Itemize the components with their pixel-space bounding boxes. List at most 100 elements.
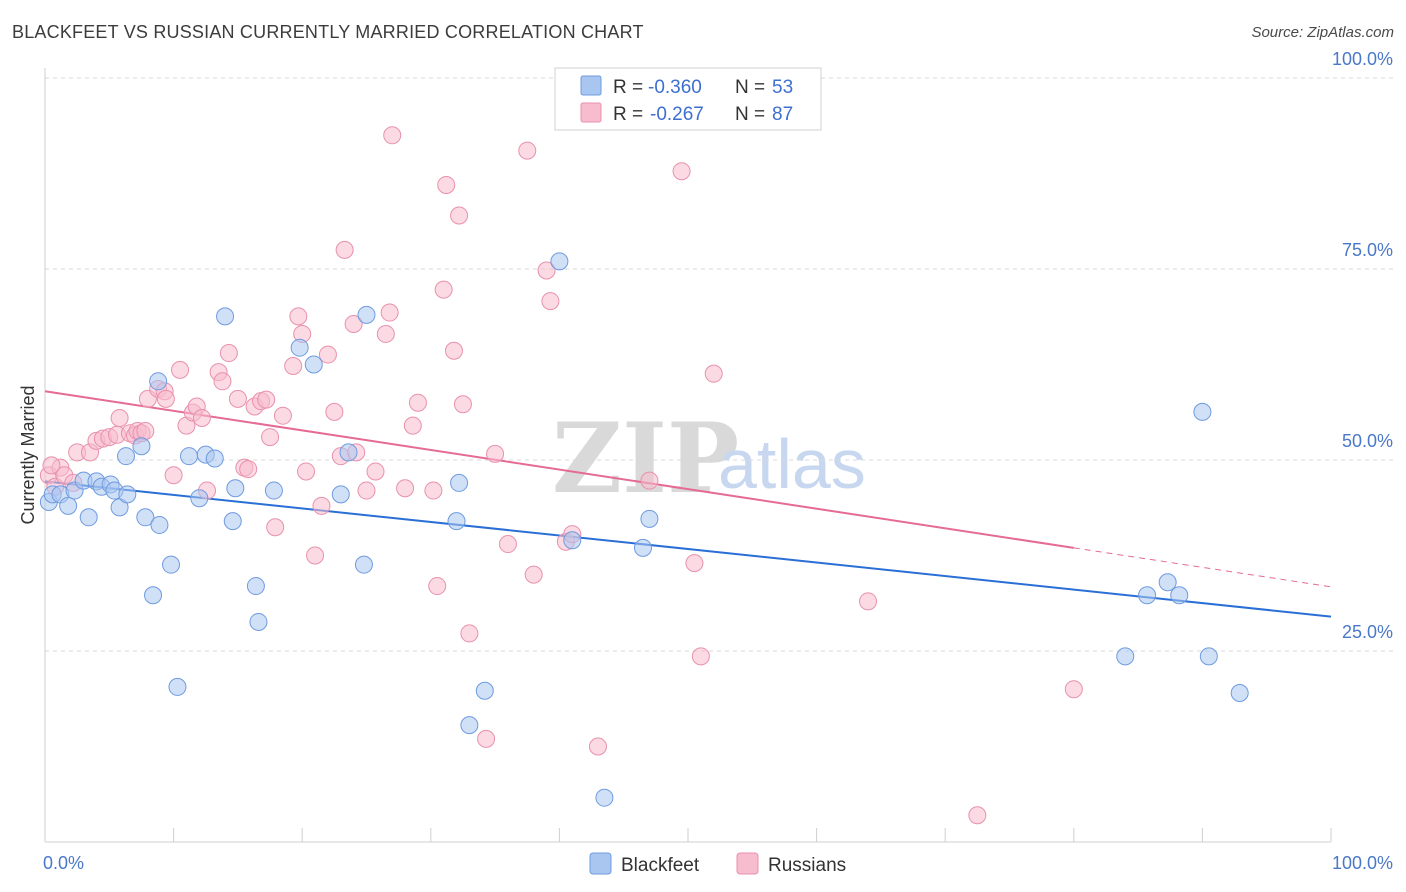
russians-point xyxy=(284,357,303,376)
legend-n-label-blackfeet: N = xyxy=(735,77,765,98)
russians-point xyxy=(450,206,469,225)
blackfeet-point xyxy=(450,473,469,492)
blackfeet-point xyxy=(190,489,209,508)
blackfeet-point xyxy=(264,481,283,500)
russians-point xyxy=(524,565,543,584)
russians-point xyxy=(691,647,710,666)
russians-point xyxy=(110,408,129,427)
blackfeet-point xyxy=(136,508,155,527)
blackfeet-point xyxy=(354,555,373,574)
blackfeet-point xyxy=(118,485,137,504)
russians-point xyxy=(344,315,363,334)
blackfeet-point xyxy=(290,338,309,357)
trendlines xyxy=(44,390,1332,618)
russians-point xyxy=(325,402,344,421)
russians-point xyxy=(192,408,211,427)
russians-point xyxy=(460,624,479,643)
blackfeet-point xyxy=(79,508,98,527)
blackfeet-point xyxy=(640,509,659,528)
russians-point xyxy=(357,481,376,500)
legend-r-value-blackfeet: -0.360 xyxy=(648,77,702,98)
russians-point xyxy=(672,162,691,181)
blackfeet-point xyxy=(595,788,614,807)
russians-point xyxy=(164,466,183,485)
bottom-legend: Blackfeet Russians xyxy=(589,852,846,876)
y-tick-label: 25.0% xyxy=(1342,622,1393,642)
russians-point xyxy=(383,126,402,145)
legend-r-label-russians: R = xyxy=(613,104,643,125)
russians-point xyxy=(541,292,560,311)
legend-r-value-russians: -0.267 xyxy=(650,104,704,125)
russians-point xyxy=(376,324,395,343)
blackfeet-point xyxy=(117,447,136,466)
chart-source: Source: ZipAtlas.com xyxy=(1251,24,1394,41)
blackfeet-point xyxy=(205,449,224,468)
russians-point xyxy=(380,303,399,322)
y-axis-title: Currently Married xyxy=(18,385,38,524)
data-points xyxy=(39,126,1249,825)
russians-point xyxy=(859,592,878,611)
russians-point xyxy=(453,395,472,414)
chart-title: BLACKFEET VS RUSSIAN CURRENTLY MARRIED C… xyxy=(12,22,644,42)
blackfeet-point xyxy=(223,512,242,531)
blackfeet-point xyxy=(1199,647,1218,666)
x-tick-label-max: 100.0% xyxy=(1332,853,1393,873)
russians-point xyxy=(704,364,723,383)
blackfeet-point xyxy=(162,555,181,574)
russians-point xyxy=(498,535,517,554)
y-tick-label: 50.0% xyxy=(1342,431,1393,451)
russians-point xyxy=(273,406,292,425)
russians-point xyxy=(477,729,496,748)
russians-point xyxy=(266,518,285,537)
blackfeet-point xyxy=(132,437,151,456)
russians-point xyxy=(213,372,232,391)
russians-point xyxy=(403,416,422,435)
blackfeet-point xyxy=(460,716,479,735)
russians-point xyxy=(1064,680,1083,699)
russians-point xyxy=(486,444,505,463)
legend-swatch-russians xyxy=(580,102,602,123)
russians-point xyxy=(42,456,61,475)
blackfeet-point xyxy=(633,538,652,557)
russians-point xyxy=(537,261,556,280)
blackfeet-trendline xyxy=(44,480,1332,618)
blackfeet-point xyxy=(1138,586,1157,605)
blackfeet-point xyxy=(144,586,163,605)
russians-point xyxy=(437,175,456,194)
blackfeet-point xyxy=(339,443,358,462)
russians-point xyxy=(588,737,607,756)
legend-n-value-russians: 87 xyxy=(772,104,793,125)
legend-r-label-blackfeet: R = xyxy=(613,77,643,98)
legend-n-label-russians: N = xyxy=(735,104,765,125)
blackfeet-point xyxy=(249,612,268,631)
y-tick-labels: 25.0% 50.0% 75.0% 100.0% xyxy=(1332,49,1393,642)
russians-point xyxy=(297,462,316,481)
russians-trendline xyxy=(44,390,1074,549)
russians-point xyxy=(434,280,453,299)
grid xyxy=(45,77,1393,652)
watermark-zip: ZIP xyxy=(552,402,739,515)
legend-swatch-blackfeet xyxy=(580,75,602,96)
blackfeet-point xyxy=(447,512,466,531)
blackfeet-point xyxy=(1158,573,1177,592)
russians-point xyxy=(156,389,175,408)
blackfeet-point xyxy=(246,577,265,596)
bottom-legend-label-blackfeet: Blackfeet xyxy=(621,855,700,876)
russians-point xyxy=(444,341,463,360)
bottom-legend-swatch-russians xyxy=(736,852,759,875)
blackfeet-point xyxy=(304,355,323,374)
russians-point xyxy=(306,546,325,565)
russians-point xyxy=(239,460,258,479)
russians-point xyxy=(408,393,427,412)
russians-point xyxy=(640,471,659,490)
axes xyxy=(44,68,1332,843)
russians-point xyxy=(312,496,331,515)
russians-point xyxy=(261,428,280,447)
bottom-legend-swatch-blackfeet xyxy=(589,852,612,875)
blackfeet-point xyxy=(59,496,78,515)
blackfeet-point xyxy=(357,305,376,324)
russians-point xyxy=(366,462,385,481)
russians-point xyxy=(257,390,276,409)
watermark-atlas: atlas xyxy=(718,425,866,503)
